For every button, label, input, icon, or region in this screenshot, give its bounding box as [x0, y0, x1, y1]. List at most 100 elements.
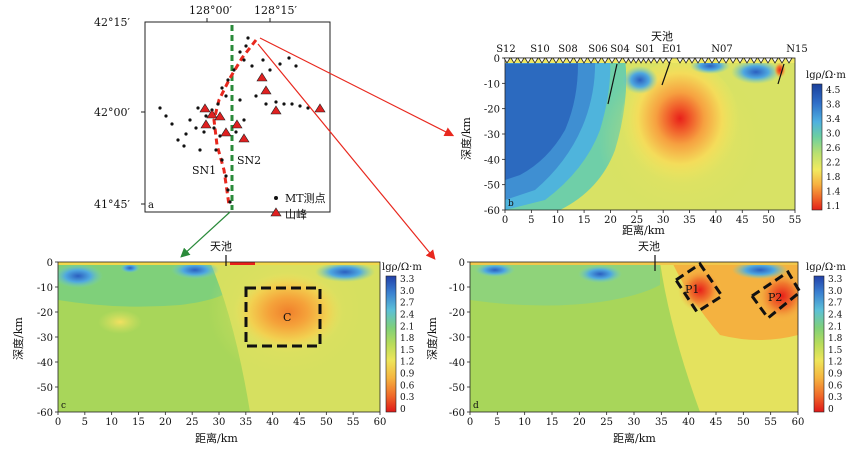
x-tick-label: 0: [502, 215, 508, 226]
x-tick-label: 10: [518, 417, 531, 428]
y-tick-label: -60: [484, 206, 500, 217]
c-xlabel: 距离/km: [195, 431, 238, 445]
colorbar-tick-label: 2.4: [400, 310, 415, 320]
section-d: 天池 P1 P2 0 5 10 15 20 25 30 35 40 45 50 55 60 0 -10 -20…: [425, 240, 846, 445]
station-triangles: [503, 57, 793, 64]
colorbar-tick-label: 1.5: [400, 346, 415, 356]
station-label: S10: [530, 44, 550, 55]
c-colorbar: [385, 275, 397, 413]
colorbar-tick-label: 3.3: [828, 275, 843, 285]
lat-tick-label: 42°00′: [94, 106, 130, 119]
station-label: S12: [496, 44, 516, 55]
anomaly-box-p2: [749, 269, 802, 321]
station-labels: S12 S10 S08 S06 S04 S01 E01 N07 N15: [496, 44, 808, 55]
location-map: 128°00′ 128°15′ 42°15′ 42°00′ 41°45′: [94, 4, 331, 221]
x-tick-label: 10: [551, 215, 564, 226]
sn2-label: SN2: [237, 154, 261, 167]
colorbar-tick-label: 2.1: [828, 322, 842, 332]
y-tick-label: 0: [47, 258, 53, 269]
colorbar-tick-label: 2.6: [826, 144, 841, 154]
tianchi-label-b: 天池: [651, 30, 673, 43]
x-tick-label: 55: [347, 417, 360, 428]
b-colorbar: [811, 83, 823, 211]
x-tick-label: 50: [762, 215, 775, 226]
x-tick-label: 50: [320, 417, 333, 428]
y-tick-label: -40: [484, 155, 500, 166]
panel-d-label: d: [473, 401, 479, 411]
x-tick-label: 30: [628, 417, 641, 428]
colorbar-tick-label: 1.2: [828, 358, 842, 368]
peak-markers: [199, 72, 326, 143]
colorbar-tick-label: 2.4: [828, 310, 843, 320]
x-tick-label: 25: [630, 215, 643, 226]
y-tick-label: -60: [449, 408, 465, 419]
b-ylabel: 深度/km: [459, 117, 473, 160]
x-tick-label: 35: [683, 215, 696, 226]
section-b: 天池 S12 S10 S08 S06 S04 S01 E01 N07 N15 0 5 10 15 20 2…: [459, 30, 846, 237]
colorbar-tick-label: 3.0: [826, 130, 841, 140]
colorbar-tick-label: 2.1: [400, 322, 414, 332]
station-label: E01: [662, 44, 682, 55]
lon-tick-label: 128°15′: [254, 4, 297, 17]
colorbar-tick-label: 1.2: [400, 358, 414, 368]
y-tick-label: 0: [459, 258, 465, 269]
station-label: N15: [786, 44, 807, 55]
x-tick-label: 10: [105, 417, 118, 428]
x-tick-label: 25: [186, 417, 199, 428]
colorbar-tick-label: 0.9: [400, 370, 415, 380]
y-tick-label: 0: [494, 54, 500, 65]
y-tick-label: -20: [37, 308, 53, 319]
colorbar-tick-label: 1.1: [826, 202, 840, 212]
x-tick-label: 40: [266, 417, 279, 428]
lat-tick-label: 41°45′: [94, 198, 130, 211]
arrow-to-c: [180, 211, 231, 258]
colorbar-tick-label: 1.5: [828, 346, 843, 356]
colorbar-tick-label: 2.7: [400, 299, 415, 309]
sn1-profile-line: [212, 39, 258, 206]
y-tick-label: -20: [449, 308, 465, 319]
mt-station-dots: [158, 36, 310, 204]
colorbar-tick-label: 3.3: [400, 275, 415, 285]
x-tick-label: 55: [789, 215, 802, 226]
station-label: S06: [588, 44, 608, 55]
colorbar-tick-label: 4.5: [826, 86, 841, 96]
x-tick-label: 20: [159, 417, 172, 428]
colorbar-tick-label: 0: [828, 405, 834, 415]
c-ylabel: 深度/km: [11, 317, 25, 360]
anomaly-box-p1: [673, 261, 725, 315]
section-b-image: [505, 58, 795, 210]
x-tick-label: 45: [293, 417, 306, 428]
x-tick-label: 5: [494, 417, 500, 428]
anomaly-p1-label: P1: [685, 283, 699, 296]
x-tick-label: 25: [600, 417, 613, 428]
arrow-to-b: [259, 37, 455, 137]
legend-peak-label: 山峰: [285, 208, 307, 221]
x-tick-label: 5: [82, 417, 88, 428]
anomaly-p2-label: P2: [768, 291, 782, 304]
arrow-to-d: [257, 43, 436, 260]
colorbar-tick-label: 0.6: [828, 381, 843, 391]
colorbar-tick-label: 3.4: [826, 115, 841, 125]
b-xlabel: 距离/km: [622, 223, 665, 237]
d-colorbar: [813, 275, 825, 413]
d-xlabel: 距离/km: [613, 431, 656, 445]
colorbar-tick-label: 2.2: [826, 159, 840, 169]
station-label: N07: [711, 44, 732, 55]
y-tick-label: -50: [37, 383, 53, 394]
colorbar-tick-label: 0.9: [828, 370, 843, 380]
x-tick-label: 15: [546, 417, 559, 428]
legend-dot: [274, 196, 278, 200]
x-tick-label: 40: [682, 417, 695, 428]
y-tick-label: -10: [37, 283, 53, 294]
x-tick-label: 30: [213, 417, 226, 428]
b-colorbar-title: lgρ/Ω·m: [806, 70, 846, 81]
colorbar-tick-label: 0.3: [400, 393, 415, 403]
colorbar-tick-label: 3.0: [828, 287, 843, 297]
x-tick-label: 30: [657, 215, 670, 226]
x-tick-label: 55: [764, 417, 777, 428]
c-colorbar-title: lgρ/Ω·m: [382, 262, 422, 273]
x-tick-label: 20: [604, 215, 617, 226]
x-tick-label: 0: [55, 417, 61, 428]
d-colorbar-title: lgρ/Ω·m: [806, 262, 846, 273]
y-tick-label: -30: [449, 333, 465, 344]
